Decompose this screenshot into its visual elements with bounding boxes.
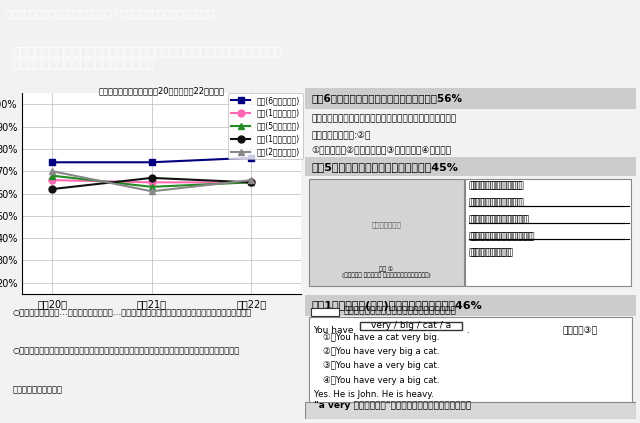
中国(1年言語事項) [49, 178, 56, 183]
Text: ②　You have very big a cat.: ② You have very big a cat. [323, 347, 440, 356]
Text: Yes. He is John. He is heavy.: Yes. He is John. He is heavy. [314, 390, 433, 399]
Line: 小国(6年言語事項): 小国(6年言語事項) [49, 154, 255, 166]
Line: 中国(1年言語事項): 中国(1年言語事項) [49, 177, 255, 186]
Text: アサガオの花を半分に: アサガオの花を半分に [470, 181, 524, 191]
Text: （正答：③）: （正答：③） [563, 326, 598, 335]
小国(6年言語事項) [148, 160, 156, 165]
Text: べ、めしべ、花粉がつく: べ、めしべ、花粉がつく [470, 215, 529, 224]
Line: 中外(1年言語知識): 中外(1年言語知識) [49, 174, 255, 192]
Text: べ、めしべ、花粉がつく: べ、めしべ、花粉がつく [468, 215, 528, 224]
Text: た指導が必要です。: た指導が必要です。 [13, 385, 63, 394]
Text: 切った図を見て、おし: 切った図を見て、おし [468, 198, 522, 207]
Text: （花の断面図）: （花の断面図） [371, 221, 401, 228]
中国(1年言語事項) [148, 180, 156, 185]
Text: 「聞いた」の部分を敬語で正しく書き換えているものを選択: 「聞いた」の部分を敬語で正しく書き換えているものを選択 [311, 114, 456, 123]
Text: の語句の並べ替えで正しい番号を選びなさい。: の語句の並べ替えで正しい番号を選びなさい。 [343, 307, 456, 316]
Text: 小学6年　国語　言葉遣い　敬語　正答率　56%: 小学6年 国語 言葉遣い 敬語 正答率 56% [311, 93, 462, 103]
Bar [308, 318, 632, 403]
小理(5年知識理解) [247, 180, 255, 185]
Bar [311, 308, 339, 316]
小理(5年知識理解) [49, 173, 56, 178]
Bar [305, 295, 636, 316]
Text: .: . [464, 326, 470, 335]
Text: られるところはどこか、番: られるところはどこか、番 [470, 232, 535, 241]
Bar [308, 179, 464, 286]
Text: する問題。（正答:②）: する問題。（正答:②） [311, 130, 371, 139]
中外(1年言語知識) [148, 176, 156, 181]
Bar [305, 88, 636, 109]
Text: 号で答える問題。: 号で答える問題。 [470, 249, 513, 258]
Text: ＜平均正答率の推移（平成20年度～平成22年度）＞: ＜平均正答率の推移（平成20年度～平成22年度）＞ [99, 86, 225, 95]
中外(1年言語知識) [49, 187, 56, 192]
Text: 正答 ①
(おしべ：ア めしべ：イ 花粉がつくられるところ：ウ): 正答 ① (おしべ：ア めしべ：イ 花粉がつくられるところ：ウ) [342, 266, 431, 278]
Line: 小理(5年知識理解): 小理(5年知識理解) [49, 172, 255, 190]
Line: 小算(2年知識理解): 小算(2年知識理解) [49, 168, 255, 195]
Text: ○知識・理解（国語…言語事項、外国語科…言語知識）の問題の平均正答率は、例年通りと言えます。: ○知識・理解（国語…言語事項、外国語科…言語知識）の問題の平均正答率は、例年通り… [13, 308, 252, 317]
Text: ④　You have very a big cat.: ④ You have very a big cat. [323, 376, 440, 385]
Legend: 小国(6年言語事項), 中国(1年言語事項), 小理(5年知識理解), 中外(1年言語知識), 小算(2年知識理解): 小国(6年言語事項), 中国(1年言語事項), 小理(5年知識理解), 中外(1… [228, 93, 303, 159]
中外(1年言語知識) [247, 180, 255, 185]
Bar [305, 157, 636, 176]
小算(2年知識理解) [247, 178, 255, 183]
Text: "a very 形容詞＋名詞"の正しい語順に並べかえる問題。: "a very 形容詞＋名詞"の正しい語順に並べかえる問題。 [314, 401, 470, 410]
Text: 切った図を見て、おし: 切った図を見て、おし [470, 198, 524, 207]
小国(6年言語事項) [49, 160, 56, 165]
Text: ては、正答率の低い状況も見られました。: ては、正答率の低い状況も見られました。 [13, 58, 155, 71]
Text: られるところはどこか、番: られるところはどこか、番 [468, 232, 533, 241]
Bar [360, 322, 462, 330]
小国(6年言語事項) [247, 155, 255, 160]
Text: ①たずねた　②うかがった　③もうした　④開かれた: ①たずねた ②うかがった ③もうした ④開かれた [311, 145, 451, 154]
Text: ○問題によっては、正答率の低いものも見られました。習熟の程度の低い問題は、日常的に繰り返し: ○問題によっては、正答率の低いものも見られました。習熟の程度の低い問題は、日常的… [13, 346, 240, 355]
Text: 号で答える問題。: 号で答える問題。 [468, 249, 512, 258]
Bar [465, 179, 630, 286]
Text: ①　You have a cat very big.: ① You have a cat very big. [323, 333, 440, 342]
Text: アサガオの花を半分に: アサガオの花を半分に [468, 181, 522, 191]
Text: 「知識・理解」の平均正答率は、大きな変化はありませんでしたが、問題によっ: 「知識・理解」の平均正答率は、大きな変化はありませんでしたが、問題によっ [13, 46, 283, 59]
Bar [305, 402, 636, 419]
小算(2年知識理解) [148, 189, 156, 194]
Text: 小学5年　理科　知識・理解　正答率　45%: 小学5年 理科 知識・理解 正答率 45% [311, 162, 458, 172]
小算(2年知識理解) [49, 169, 56, 174]
Text: very / big / cat / a: very / big / cat / a [371, 321, 451, 330]
小理(5年知識理解) [148, 184, 156, 190]
中国(1年言語事項) [247, 180, 255, 185]
Text: You have: You have [314, 326, 357, 335]
Text: 中学1年　外国語(英語)　言語知識　正答率　46%: 中学1年 外国語(英語) 言語知識 正答率 46% [311, 301, 482, 311]
Text: 横浜市学力・学習状況調査の結果概要①　「基礎・基本問題」の結果から: 横浜市学力・学習状況調査の結果概要① 「基礎・基本問題」の結果から [5, 9, 214, 19]
Text: ③　You have a very big cat.: ③ You have a very big cat. [323, 361, 440, 370]
